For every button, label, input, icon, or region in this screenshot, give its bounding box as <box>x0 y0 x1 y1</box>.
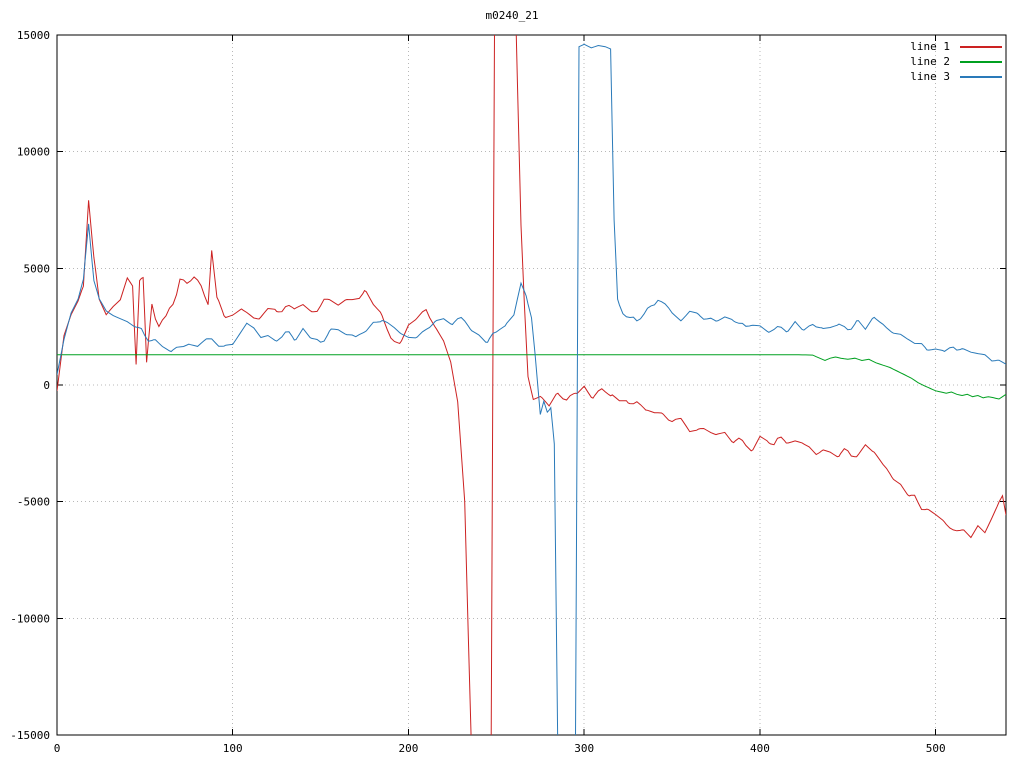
y-tick-label: -5000 <box>17 496 50 509</box>
legend-line-sample-icon <box>960 46 1002 48</box>
legend-label: line 3 <box>910 70 950 83</box>
legend-label: line 2 <box>910 55 950 68</box>
legend-line-sample-icon <box>960 61 1002 63</box>
y-tick-label: 15000 <box>17 29 50 42</box>
y-tick-label: 10000 <box>17 146 50 159</box>
y-tick-label: 5000 <box>24 262 51 275</box>
chart-title: m0240_21 <box>485 9 539 22</box>
x-tick-label: 500 <box>926 742 946 755</box>
y-tick-label: 0 <box>43 379 50 392</box>
legend-label: line 1 <box>910 40 950 53</box>
legend-item: line 1 <box>910 41 1002 53</box>
legend-item: line 3 <box>910 71 1002 83</box>
x-tick-label: 100 <box>223 742 243 755</box>
series-line-3 <box>57 43 1006 735</box>
legend-item: line 2 <box>910 56 1002 68</box>
legend: line 1 line 2 line 3 <box>910 41 1002 83</box>
series-line-1 <box>57 35 1006 735</box>
x-tick-label: 200 <box>399 742 419 755</box>
legend-line-sample-icon <box>960 76 1002 78</box>
y-tick-label: -15000 <box>10 729 50 742</box>
x-tick-label: 400 <box>750 742 770 755</box>
x-tick-label: 0 <box>54 742 61 755</box>
y-tick-label: -10000 <box>10 612 50 625</box>
x-tick-label: 300 <box>574 742 594 755</box>
series-line-2 <box>57 354 1006 400</box>
plot-border <box>56 34 1007 736</box>
